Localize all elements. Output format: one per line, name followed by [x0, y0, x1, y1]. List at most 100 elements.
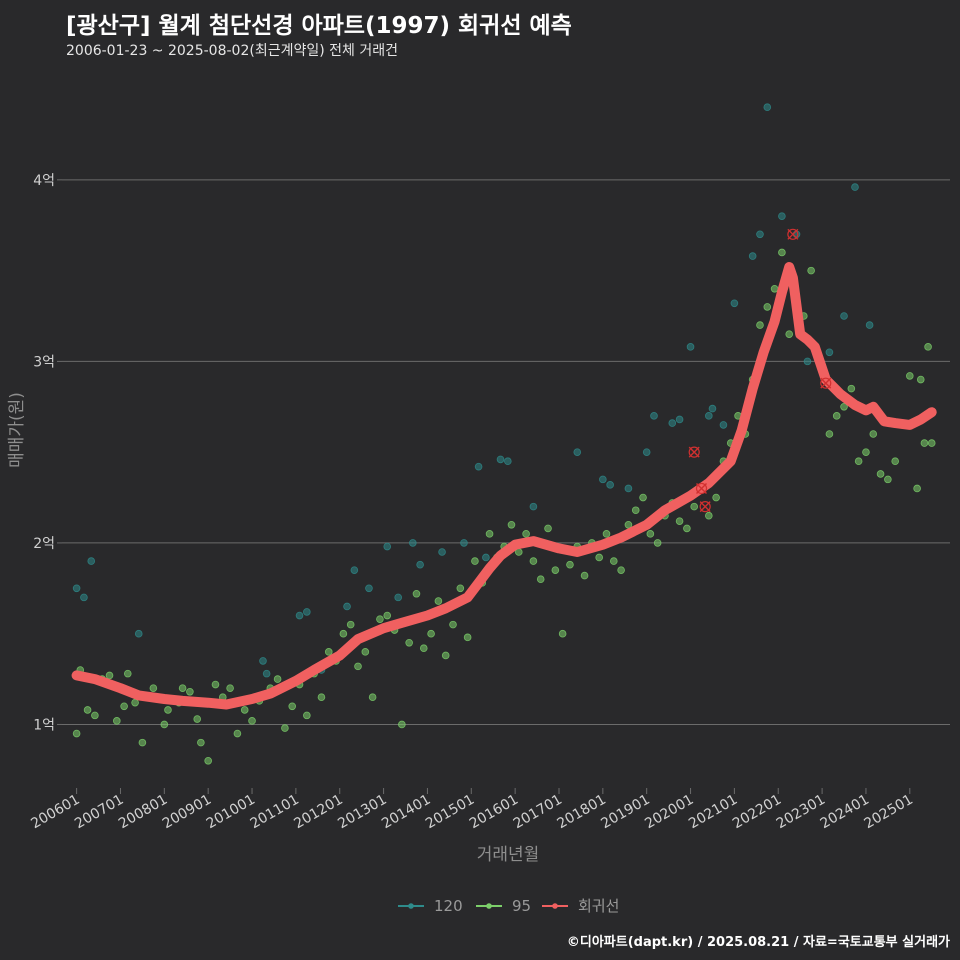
scatter-points [72, 103, 936, 765]
x-axis-ticks: 2006012007012008012009012010012011012012… [28, 788, 916, 833]
point-120 [730, 299, 739, 308]
point-95 [906, 372, 914, 380]
point-95 [807, 266, 815, 275]
point-95 [756, 321, 764, 329]
x-axis-title: 거래년월 [477, 845, 540, 865]
point-120 [825, 348, 834, 357]
point-95 [862, 448, 870, 456]
point-95 [770, 284, 779, 293]
x-tick-label: 201401 [379, 792, 433, 833]
point-120 [840, 312, 848, 320]
point-95 [204, 756, 212, 765]
point-95 [120, 702, 128, 711]
point-120 [409, 539, 417, 547]
legend-dot-icon [486, 903, 492, 909]
point-95 [544, 524, 552, 533]
point-120 [686, 343, 695, 351]
point-95 [631, 506, 640, 515]
point-95 [927, 439, 936, 447]
point-95 [854, 457, 863, 466]
x-tick-label: 202101 [686, 792, 740, 833]
point-95 [456, 584, 465, 593]
point-120 [851, 183, 859, 191]
point-95 [138, 738, 147, 747]
point-95 [405, 638, 413, 647]
point-120 [642, 448, 651, 456]
point-95 [123, 669, 132, 678]
point-95 [690, 502, 698, 511]
legend-item-120: 120 [398, 897, 463, 915]
point-95 [712, 493, 720, 502]
point-95 [847, 384, 856, 393]
point-120 [504, 457, 512, 466]
point-95 [529, 557, 538, 565]
legend-label: 120 [434, 897, 463, 915]
x-tick-label: 202201 [730, 792, 784, 833]
point-95 [920, 439, 929, 447]
outlier-marker [695, 482, 708, 495]
point-95 [924, 343, 932, 351]
y-tick-label: 4억 [33, 173, 55, 189]
point-95 [434, 597, 443, 605]
legend-label: 회귀선 [578, 897, 619, 915]
regression-line [71, 262, 937, 710]
regression-layer [71, 262, 937, 710]
point-120 [343, 602, 351, 611]
point-95 [441, 651, 450, 660]
point-95 [610, 557, 618, 565]
point-95 [675, 517, 684, 525]
point-120 [763, 103, 772, 112]
point-95 [193, 715, 202, 723]
point-120 [719, 421, 728, 429]
point-95 [281, 724, 289, 732]
point-120 [416, 560, 424, 569]
point-95 [178, 684, 187, 692]
x-tick-label: 200701 [72, 792, 126, 833]
point-120 [474, 462, 483, 471]
point-95 [346, 620, 355, 629]
point-120 [573, 448, 582, 456]
x-tick-label: 201501 [423, 792, 477, 833]
point-120 [668, 419, 677, 427]
point-95 [463, 633, 472, 642]
point-95 [884, 475, 892, 484]
point-95 [602, 530, 611, 538]
point-95 [566, 560, 574, 569]
chart-subtitle: 2006-01-23 ~ 2025-08-02(최근계약일) 전체 거래건 [66, 43, 398, 59]
point-120 [778, 212, 786, 220]
point-95 [412, 589, 421, 598]
legend-item-95: 95 [476, 897, 531, 915]
point-120 [650, 412, 658, 420]
point-95 [303, 711, 311, 720]
point-120 [87, 557, 96, 565]
point-95 [832, 412, 841, 420]
point-95 [471, 557, 479, 565]
point-120 [134, 629, 143, 638]
point-95 [83, 706, 92, 714]
point-95 [317, 693, 326, 702]
point-120 [708, 404, 717, 413]
point-95 [705, 511, 713, 520]
point-95 [869, 430, 878, 438]
point-95 [383, 611, 392, 620]
point-95 [324, 648, 333, 656]
point-95 [580, 571, 589, 580]
point-120 [72, 584, 81, 593]
point-95 [617, 566, 625, 574]
x-tick-label: 202501 [862, 792, 916, 833]
point-95 [398, 720, 406, 729]
point-120 [496, 455, 505, 464]
point-120 [748, 252, 757, 260]
y-tick-label: 2억 [33, 536, 55, 552]
point-95 [160, 720, 169, 729]
point-95 [149, 684, 158, 692]
point-95 [211, 680, 220, 689]
point-120 [383, 542, 392, 551]
point-120 [482, 553, 490, 562]
legend-item-회귀선: 회귀선 [542, 897, 619, 915]
point-120 [792, 230, 801, 239]
point-95 [339, 629, 348, 638]
y-tick-label: 3억 [33, 354, 55, 370]
point-95 [785, 330, 794, 338]
point-95 [507, 520, 516, 529]
